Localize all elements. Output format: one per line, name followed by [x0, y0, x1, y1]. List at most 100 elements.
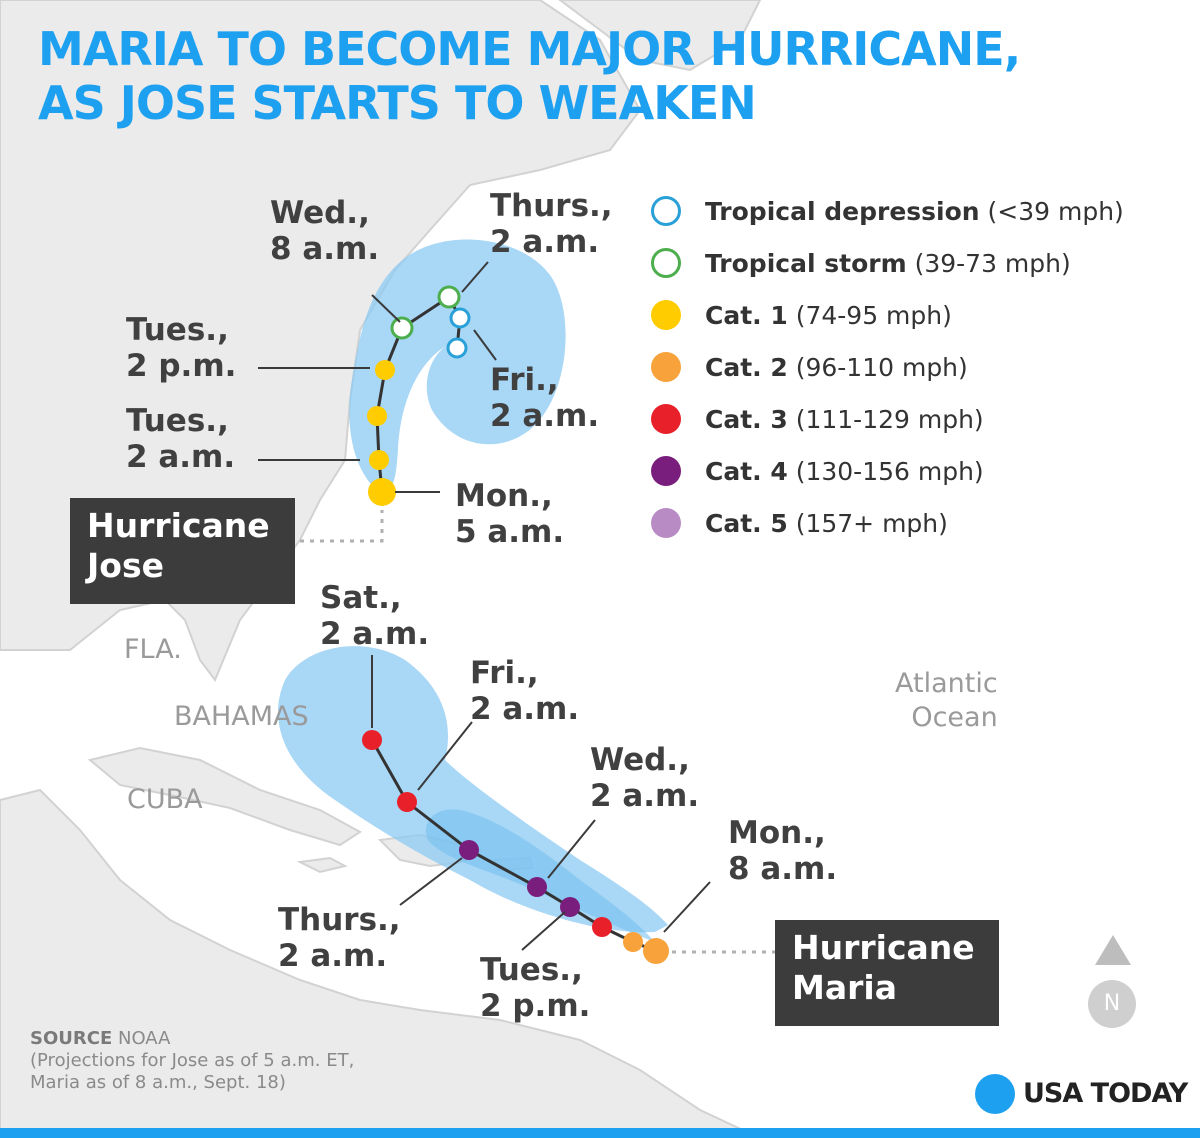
jose-label-tues-am-day: Tues.,: [126, 403, 229, 439]
source-value: NOAA: [117, 1028, 171, 1049]
legend-marker-icon: [651, 300, 681, 330]
maria-label-mon-day: Mon.,: [728, 815, 826, 851]
maria-label-mon: Mon., 8 a.m.: [728, 815, 837, 887]
maria-forecast-cone-inner: [425, 809, 655, 942]
legend-marker-icon: [651, 404, 681, 434]
maria-forecast-cone: [278, 646, 668, 933]
headline-line-2: AS JOSE STARTS TO WEAKEN: [38, 76, 757, 130]
legend-category-name: Cat. 4: [705, 457, 788, 486]
leader-lines: [258, 261, 711, 951]
maria-label-thurs-time: 2 a.m.: [278, 938, 388, 974]
legend-label: Cat. 5 (157+ mph): [705, 504, 948, 544]
legend-category-range: (<39 mph): [979, 197, 1124, 226]
legend-label: Cat. 1 (74-95 mph): [705, 296, 952, 336]
hurricane-maria-label-line-1: Hurricane: [792, 928, 975, 967]
jose-label-wed-time: 8 a.m.: [270, 231, 380, 267]
legend-label: Tropical storm (39-73 mph): [705, 244, 1071, 284]
maria-label-wed-day: Wed.,: [590, 742, 690, 778]
jose-label-thurs: Thurs., 2 a.m.: [490, 188, 613, 260]
place-atlantic-ocean-line-2: Ocean: [911, 702, 998, 733]
legend-category-range: (39-73 mph): [906, 249, 1071, 278]
legend-category-name: Cat. 2: [705, 353, 788, 382]
jose-label-mon-time: 5 a.m.: [455, 514, 565, 550]
jose-label-mon: Mon., 5 a.m.: [455, 478, 564, 550]
legend-category-range: (130-156 mph): [787, 457, 984, 486]
cuba-land: [87, 746, 362, 847]
legend-category-range: (157+ mph): [787, 509, 948, 538]
headline-line-1: MARIA TO BECOME MAJOR HURRICANE,: [38, 22, 1021, 76]
place-atlantic-ocean-line-1: Atlantic: [895, 668, 998, 699]
jose-label-fri-day: Fri.,: [490, 362, 559, 398]
jose-track-point: [449, 307, 471, 329]
legend-label: Cat. 2 (96-110 mph): [705, 348, 968, 388]
maria-label-tues: Tues., 2 p.m.: [480, 952, 590, 1024]
jose-track-point: [368, 478, 396, 506]
jose-track-point: [437, 285, 461, 309]
jose-name-connector: [300, 510, 384, 543]
leader-maria-tues: [521, 911, 566, 951]
hurricane-jose-label-line-1: Hurricane: [87, 506, 270, 545]
maria-label-thurs-day: Thurs.,: [278, 902, 401, 938]
legend-marker-icon: [651, 196, 681, 226]
maria-track: [362, 730, 669, 964]
hurricane-maria-label-line-2: Maria: [792, 968, 897, 1007]
maria-label-fri-time: 2 a.m.: [470, 691, 580, 727]
legend-category-name: Tropical storm: [705, 249, 907, 278]
maria-label-sat: Sat., 2 a.m.: [320, 580, 429, 652]
maria-label-fri-day: Fri.,: [470, 655, 539, 691]
maria-track-point: [592, 917, 612, 937]
jose-forecast-cone: [349, 239, 566, 495]
source-note-line-1: (Projections for Jose as of 5 a.m. ET,: [30, 1050, 355, 1071]
legend-marker-icon: [651, 352, 681, 382]
jose-label-fri-time: 2 a.m.: [490, 398, 600, 434]
source-label: SOURCE: [30, 1028, 113, 1049]
leader-maria-mon: [663, 881, 711, 933]
usa-today-dot-icon: [975, 1074, 1015, 1114]
hurricane-jose-label-line-2: Jose: [87, 546, 164, 585]
central-america-land: [0, 788, 761, 1138]
jamaica-land: [296, 856, 348, 874]
north-indicator: N: [1088, 935, 1138, 1035]
place-atlantic-ocean: Atlantic Ocean: [895, 667, 998, 735]
maria-track-point: [459, 840, 479, 860]
jose-label-tues-pm-time: 2 p.m.: [126, 348, 237, 384]
leader-jose-wed: [371, 294, 401, 323]
jose-track-point: [446, 337, 468, 359]
legend-category-name: Tropical depression: [705, 197, 980, 226]
leader-maria-wed: [547, 819, 596, 879]
maria-track-point: [362, 730, 382, 750]
maria-track-point: [527, 877, 547, 897]
maria-track-point: [623, 932, 643, 952]
source-note: SOURCE NOAA (Projections for Jose as of …: [30, 1028, 354, 1094]
dotted-connectors: [300, 510, 775, 954]
maria-label-wed-time: 2 a.m.: [590, 778, 700, 814]
hurricane-jose-label: Hurricane Jose: [70, 498, 295, 604]
jose-label-fri: Fri., 2 a.m.: [490, 362, 599, 434]
legend-category-range: (111-129 mph): [787, 405, 984, 434]
jose-label-wed-day: Wed.,: [270, 195, 370, 231]
jose-label-tues-pm: Tues., 2 p.m.: [126, 312, 236, 384]
maria-label-sat-day: Sat.,: [320, 580, 402, 616]
legend-label: Cat. 3 (111-129 mph): [705, 400, 984, 440]
maria-label-wed: Wed., 2 a.m.: [590, 742, 699, 814]
legend-category-name: Cat. 5: [705, 509, 788, 538]
legend-marker-icon: [651, 508, 681, 538]
legend-marker-icon: [651, 248, 681, 278]
maria-label-mon-time: 8 a.m.: [728, 851, 838, 887]
hurricane-maria-label: Hurricane Maria: [775, 920, 999, 1026]
source-note-line-2: Maria as of 8 a.m., Sept. 18): [30, 1072, 286, 1093]
maria-track-point: [397, 792, 417, 812]
maria-label-fri: Fri., 2 a.m.: [470, 655, 579, 727]
leader-maria-fri: [417, 721, 473, 791]
maria-track-point: [643, 938, 669, 964]
north-arrow-icon: [1095, 935, 1131, 965]
place-bahamas: BAHAMAS: [174, 701, 309, 732]
maria-label-sat-time: 2 a.m.: [320, 616, 430, 652]
canada-east-land: [558, 0, 762, 72]
headline: MARIA TO BECOME MAJOR HURRICANE, AS JOSE…: [38, 22, 1178, 130]
source-line: SOURCE NOAA: [30, 1028, 354, 1050]
maria-label-thurs: Thurs., 2 a.m.: [278, 902, 401, 974]
jose-track: [367, 285, 471, 506]
leader-maria-thurs: [399, 857, 463, 906]
